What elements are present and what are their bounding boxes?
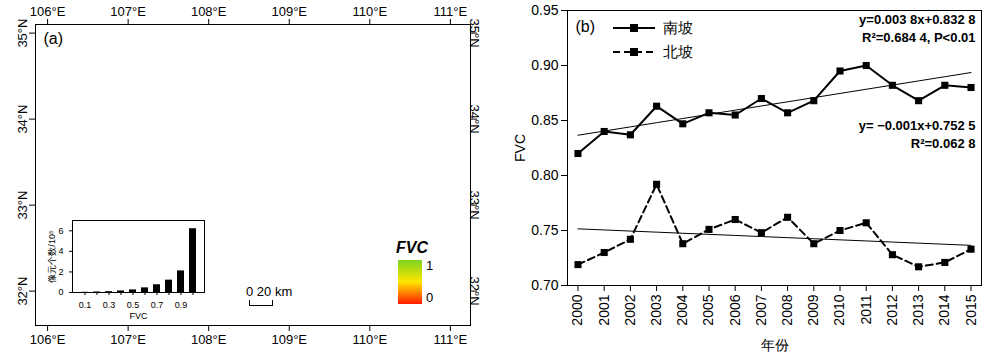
svg-text:108°E: 108°E — [191, 4, 227, 19]
svg-text:0.1: 0.1 — [79, 300, 92, 310]
html-text:1: 1 — [426, 258, 434, 273]
svg-text:0.5: 0.5 — [127, 300, 140, 310]
svg-text:111°E: 111°E — [434, 332, 468, 347]
svg-text:2003: 2003 — [648, 294, 664, 325]
svg-text:2012: 2012 — [884, 294, 900, 325]
svg-text:109°E: 109°E — [271, 4, 307, 19]
html-text:北坡: 北坡 — [663, 42, 693, 60]
html-text:FVC: FVC — [396, 239, 428, 256]
svg-text:34°N: 34°N — [15, 105, 30, 134]
svg-text:2000: 2000 — [569, 294, 585, 325]
svg-text:2001: 2001 — [596, 294, 612, 325]
svg-text:2009: 2009 — [805, 294, 821, 325]
svg-text:33°N: 33°N — [467, 191, 482, 220]
svg-text:y=0.003 8x+0.832 8: y=0.003 8x+0.832 8 — [859, 12, 975, 27]
svg-text:2006: 2006 — [727, 294, 743, 325]
svg-text:2002: 2002 — [622, 294, 638, 325]
svg-text:年份: 年份 — [761, 337, 789, 353]
svg-text:2007: 2007 — [753, 294, 769, 325]
svg-text:33°N: 33°N — [15, 191, 30, 220]
svg-text:108°E: 108°E — [191, 332, 227, 347]
svg-text:111°E: 111°E — [434, 4, 468, 19]
svg-text:0.3: 0.3 — [103, 300, 116, 310]
html-text:0 20 km: 0 20 km — [246, 284, 293, 299]
svg-text:2004: 2004 — [674, 294, 690, 325]
svg-text:106°E: 106°E — [30, 332, 66, 347]
svg-text:110°E: 110°E — [353, 332, 388, 347]
svg-text:2013: 2013 — [910, 294, 926, 325]
svg-text:2: 2 — [58, 267, 63, 277]
svg-text:32°N: 32°N — [467, 277, 482, 306]
svg-text:34°N: 34°N — [467, 105, 482, 134]
svg-text:FVC: FVC — [130, 311, 149, 321]
svg-text:107°E: 107°E — [110, 332, 146, 347]
svg-text:2008: 2008 — [779, 294, 795, 325]
svg-text:0.80: 0.80 — [531, 167, 558, 183]
svg-text:R²=0.062 8: R²=0.062 8 — [911, 136, 976, 151]
svg-text:106°E: 106°E — [30, 4, 66, 19]
svg-text:R²=0.684 4, P<0.01: R²=0.684 4, P<0.01 — [862, 30, 975, 45]
svg-text:0.90: 0.90 — [531, 57, 558, 73]
svg-text:0.70: 0.70 — [531, 277, 558, 293]
svg-text:32°N: 32°N — [15, 277, 30, 306]
svg-text:y= −0.001x+0.752 5: y= −0.001x+0.752 5 — [859, 118, 976, 133]
html-text:南坡: 南坡 — [663, 18, 693, 36]
svg-text:2015: 2015 — [962, 294, 978, 325]
html-text:0: 0 — [426, 290, 434, 305]
svg-text:(a): (a) — [44, 30, 64, 47]
svg-text:35°N: 35°N — [15, 19, 30, 48]
svg-text:0.85: 0.85 — [531, 112, 558, 128]
svg-text:4: 4 — [58, 246, 63, 256]
svg-text:像元个数/10⁵: 像元个数/10⁵ — [47, 230, 57, 283]
svg-text:(b): (b) — [576, 18, 596, 35]
svg-text:2014: 2014 — [936, 294, 952, 325]
svg-text:0.7: 0.7 — [151, 300, 164, 310]
svg-text:107°E: 107°E — [110, 4, 146, 19]
svg-text:0: 0 — [58, 287, 63, 297]
svg-text:2005: 2005 — [700, 294, 716, 325]
svg-text:6: 6 — [58, 226, 63, 236]
svg-text:35°N: 35°N — [467, 19, 482, 48]
svg-text:0.9: 0.9 — [175, 300, 188, 310]
svg-text:FVC: FVC — [512, 134, 528, 162]
svg-text:0.95: 0.95 — [531, 2, 558, 18]
svg-text:110°E: 110°E — [353, 4, 388, 19]
svg-text:0.75: 0.75 — [531, 222, 558, 238]
svg-text:2010: 2010 — [831, 294, 847, 325]
svg-text:2011: 2011 — [858, 294, 874, 324]
svg-text:109°E: 109°E — [271, 332, 307, 347]
